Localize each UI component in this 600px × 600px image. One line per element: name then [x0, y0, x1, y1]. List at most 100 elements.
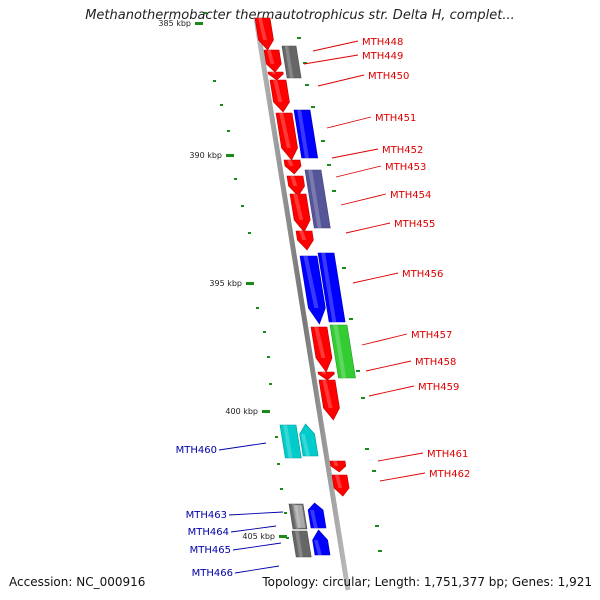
- gene-feature-shine: [333, 461, 339, 466]
- scale-tick-major: [246, 282, 254, 285]
- gene-label-mth460[interactable]: MTH460: [176, 445, 217, 456]
- gene-label-mth458[interactable]: MTH458: [415, 357, 456, 368]
- gene-feature-mth449[interactable]: [281, 45, 302, 79]
- scale-tick: [284, 512, 287, 514]
- gene-label-mth465[interactable]: MTH465: [190, 545, 231, 556]
- gene-label-mth452[interactable]: MTH452: [382, 145, 423, 156]
- gene-feature-mth458[interactable]: [310, 326, 333, 373]
- scale-tick: [269, 383, 272, 385]
- map-title: Methanothermobacter thermautotrophicus s…: [85, 8, 515, 23]
- gene-feature-mth460[interactable]: [279, 424, 302, 459]
- scale-tick: [263, 331, 266, 333]
- gene-label-mth459[interactable]: MTH459: [418, 382, 459, 393]
- leader-line: [365, 360, 412, 372]
- gene-label-mth464[interactable]: MTH464: [188, 527, 229, 538]
- gene-feature-shine: [322, 380, 333, 408]
- leader-line: [377, 452, 424, 462]
- gene-feature-shine: [295, 531, 303, 557]
- gene-feature-mth456[interactable]: [317, 252, 346, 323]
- scale-tick: [280, 488, 283, 490]
- gene-feature-shine: [314, 540, 322, 555]
- scale-tick: [297, 37, 301, 39]
- leader-line: [379, 472, 426, 482]
- gene-feature-mth454[interactable]: [304, 169, 331, 229]
- gene-feature-mth450[interactable]: [263, 49, 282, 73]
- gene-feature-shine: [273, 80, 283, 102]
- scale-label: 395 kbp: [209, 279, 242, 288]
- gene-label-mth457[interactable]: MTH457: [411, 330, 452, 341]
- leader-line: [340, 193, 387, 206]
- leader-line: [230, 525, 277, 533]
- gene-feature-mth459[interactable]: [318, 379, 340, 421]
- gene-label-mth466[interactable]: MTH466: [192, 568, 233, 579]
- gene-feature-mth452[interactable]: [275, 112, 298, 161]
- gene-feature-mth455[interactable]: [289, 193, 311, 233]
- gene-feature-shine: [279, 113, 291, 148]
- gene-feature-mth450[interactable]: [267, 71, 284, 81]
- leader-line: [368, 385, 415, 397]
- gene-feature-mth465[interactable]: [291, 530, 312, 558]
- scale-tick-major: [279, 535, 287, 538]
- scale-tick-major: [195, 22, 203, 25]
- gene-feature-shine: [297, 110, 309, 158]
- gene-feature-mth448[interactable]: [254, 17, 274, 51]
- gene-feature-shine: [303, 256, 319, 308]
- scale-tick: [256, 307, 259, 309]
- leader-line: [312, 40, 359, 52]
- gene-feature-mth456[interactable]: [299, 255, 326, 325]
- scale-tick: [234, 178, 237, 180]
- scale-tick-major: [262, 410, 270, 413]
- gene-feature-shine: [283, 425, 293, 458]
- scale-label: 400 kbp: [225, 407, 258, 416]
- gene-feature-mth461[interactable]: [329, 460, 347, 473]
- gene-feature-mth453[interactable]: [286, 175, 305, 197]
- gene-feature-shine: [258, 18, 267, 40]
- gene-feature-mth466[interactable]: [307, 502, 327, 529]
- gene-feature-mth451[interactable]: [293, 109, 319, 159]
- scale-tick: [356, 370, 360, 372]
- gene-feature-shine: [271, 72, 276, 74]
- scale-tick: [267, 356, 270, 358]
- gene-label-mth449[interactable]: MTH449: [362, 51, 403, 62]
- gene-feature-shine: [308, 170, 322, 228]
- scale-label: 390 kbp: [189, 151, 222, 160]
- scale-tick: [277, 463, 280, 465]
- leader-line: [352, 272, 399, 284]
- leader-line: [335, 165, 382, 178]
- scale-tick: [365, 448, 369, 450]
- leader-line: [218, 442, 267, 451]
- scale-tick: [332, 190, 336, 192]
- gene-feature-mth457[interactable]: [329, 324, 356, 379]
- gene-label-mth453[interactable]: MTH453: [385, 162, 426, 173]
- gene-label-mth450[interactable]: MTH450: [368, 71, 409, 82]
- gene-label-mth456[interactable]: MTH456: [402, 269, 443, 280]
- gene-label-mth463[interactable]: MTH463: [186, 510, 227, 521]
- gene-feature-mth460[interactable]: [299, 423, 319, 457]
- gene-feature-mth462[interactable]: [331, 474, 350, 497]
- gene-feature-mth466[interactable]: [312, 529, 331, 556]
- gene-feature-shine: [321, 253, 337, 322]
- scale-tick: [327, 164, 331, 166]
- gene-label-mth454[interactable]: MTH454: [390, 190, 431, 201]
- genome-summary-text: Topology: circular; Length: 1,751,377 bp…: [262, 575, 592, 589]
- gene-feature-mth450[interactable]: [269, 79, 290, 113]
- gene-label-mth462[interactable]: MTH462: [429, 469, 470, 480]
- gene-feature-shine: [314, 327, 326, 358]
- gene-feature-mth464[interactable]: [292, 504, 307, 529]
- gene-feature-mth458[interactable]: [317, 371, 335, 381]
- gene-feature-shine: [290, 176, 298, 186]
- scale-tick: [311, 106, 315, 108]
- gene-label-mth455[interactable]: MTH455: [394, 219, 435, 230]
- gene-feature-mth455[interactable]: [295, 230, 314, 251]
- gene-feature-shine: [301, 434, 310, 456]
- scale-tick: [378, 550, 382, 552]
- gene-feature-mth453[interactable]: [283, 159, 302, 175]
- scale-tick-major: [226, 154, 234, 157]
- gene-label-mth451[interactable]: MTH451: [375, 113, 416, 124]
- gene-label-mth448[interactable]: MTH448: [362, 37, 403, 48]
- gene-label-mth461[interactable]: MTH461: [427, 449, 468, 460]
- gene-feature-shine: [333, 325, 347, 378]
- scale-tick: [204, 12, 207, 14]
- gene-features: [254, 17, 356, 558]
